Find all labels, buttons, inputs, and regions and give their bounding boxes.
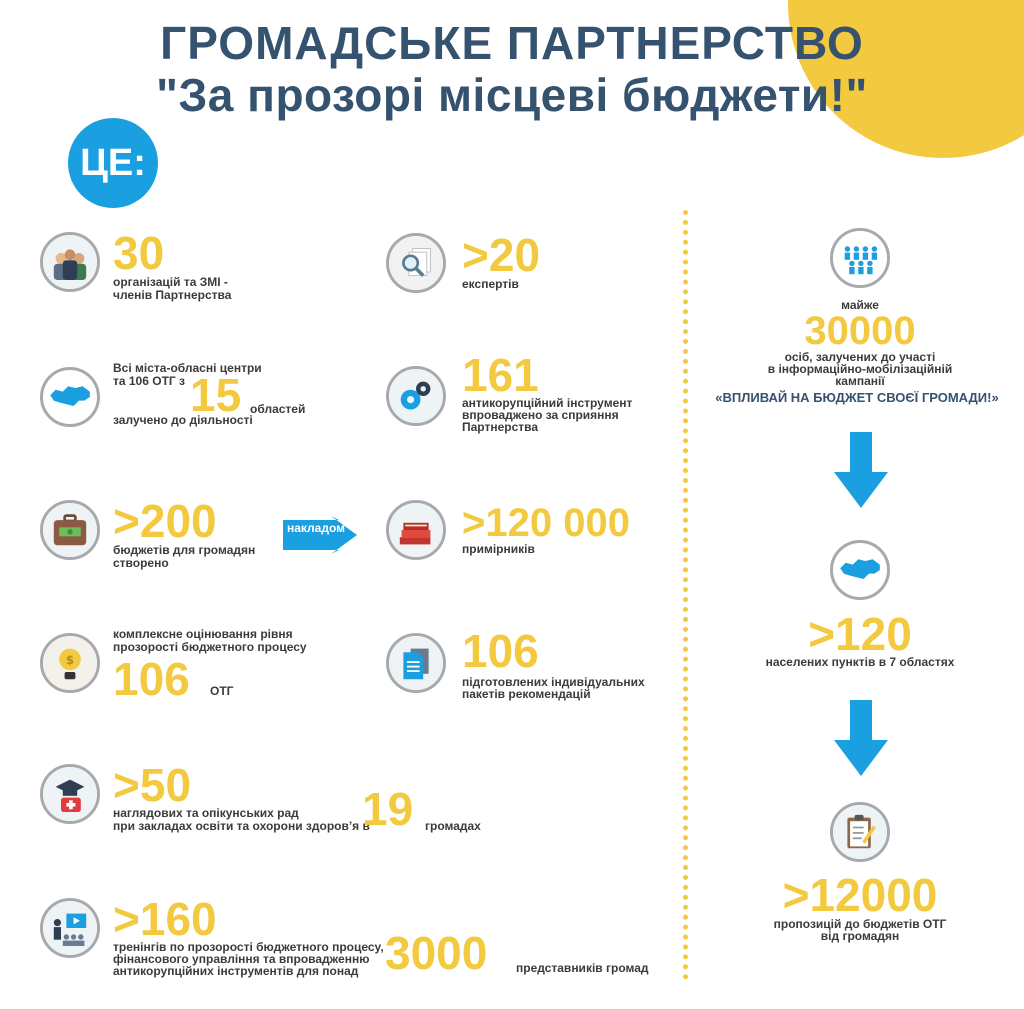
ukraine-map-icon-right: [830, 540, 890, 600]
title-line-1: ГРОМАДСЬКЕ ПАРТНЕРСТВО: [160, 17, 864, 69]
label-106pkg-line1: підготовлених індивідуальних: [462, 675, 645, 689]
stat-15: 15: [190, 369, 242, 421]
label-3000-post: представників громад: [516, 961, 649, 975]
stat-120000: >120 000: [462, 501, 630, 545]
label-30000-line3: кампанії: [835, 374, 885, 388]
people-icon: [40, 232, 100, 292]
label-12000-line1: пропозицій до бюджетів ОТГ: [773, 917, 947, 931]
stat-30000: 30000: [804, 309, 916, 353]
label-120000: примірників: [462, 542, 535, 556]
lightbulb-icon: $: [40, 633, 100, 693]
stat-160: >160: [113, 893, 217, 945]
crowd-icon: [830, 228, 890, 288]
label-12000-line2: від громадян: [820, 929, 900, 943]
label-200-line2: створено: [113, 556, 169, 570]
label-15-pre2: та 106 ОТГ з: [113, 374, 186, 388]
stat-200: >200: [113, 495, 217, 547]
graduation-medical-icon: [40, 764, 100, 824]
stat-20: >20: [462, 229, 541, 281]
label-161-line2: впроваджено за сприяння: [462, 408, 619, 422]
books-icon: [386, 500, 446, 560]
label-19-post: громадах: [425, 819, 481, 833]
label-15-line: залучено до діяльності: [113, 413, 253, 427]
stat-106-packages: 106: [462, 625, 539, 677]
label-200-line1: бюджетів для громадян: [113, 543, 256, 557]
label-15-post: областей: [250, 402, 306, 416]
down-arrow-2: [834, 700, 888, 776]
stat-12000: >12000: [782, 869, 938, 921]
label-120-settlements: населених пунктів в 7 областях: [765, 655, 955, 669]
stat-3000: 3000: [385, 927, 488, 979]
label-106pkg-line2: пакетів рекомендацій: [462, 687, 591, 701]
label-30-line2: членів Партнерства: [113, 288, 232, 302]
magnifier-document-icon: [386, 233, 446, 293]
label-160-line3: антикорупційних інструментів для понад: [113, 964, 359, 978]
label-30-line1: організацій та ЗМІ -: [113, 275, 228, 289]
label-106otg-post: ОТГ: [210, 684, 234, 698]
label-30000-line1: осіб, залучених до участі: [784, 350, 936, 364]
briefcase-money-icon: [40, 500, 100, 560]
stat-161: 161: [462, 349, 539, 401]
label-161-line1: антикорупційний інструмент: [462, 396, 633, 410]
svg-text:$: $: [66, 653, 74, 667]
ce-badge: ЦЕ:: [68, 118, 158, 208]
stat-30: 30: [113, 227, 165, 279]
campaign-name: «ВПЛИВАЙ НА БЮДЖЕТ СВОЄЇ ГРОМАДИ!»: [715, 390, 999, 405]
nakladom-label: накладом: [286, 521, 346, 535]
training-icon: [40, 898, 100, 958]
title-line-2: "За прозорі місцеві бюджети!": [156, 69, 868, 121]
label-30000-line2: в інформаційно-мобілізаційній: [767, 362, 953, 376]
label-160-line1: тренінгів по прозорості бюджетного проце…: [113, 940, 384, 954]
label-20: експертів: [462, 277, 519, 291]
label-106otg-pre1: комплексне оцінювання рівня: [113, 627, 293, 641]
label-50-line2: при закладах освіти та охорони здоров’я …: [113, 819, 370, 833]
gears-icon: [386, 366, 446, 426]
down-arrow-1: [834, 432, 888, 508]
label-15-pre1: Всі міста-обласні центри: [113, 361, 262, 375]
ukraine-map-icon: [40, 367, 100, 427]
document-icon: [386, 633, 446, 693]
label-30000-pre: майже: [841, 298, 879, 312]
stat-19: 19: [362, 783, 414, 835]
label-160-line2: фінансового управління та впровадженню: [113, 952, 370, 966]
label-161-line3: Партнерства: [462, 420, 539, 434]
stat-50: >50: [113, 759, 192, 811]
label-106otg-pre2: прозорості бюджетного процесу: [113, 640, 307, 654]
nakladom-arrow: [283, 516, 357, 554]
dotted-divider: [683, 210, 688, 980]
label-50-line1: наглядових та опікунських рад: [113, 806, 299, 820]
stat-106-otg: 106: [113, 653, 190, 705]
stat-120-settlements: >120: [808, 608, 912, 660]
clipboard-pen-icon: [830, 802, 890, 862]
